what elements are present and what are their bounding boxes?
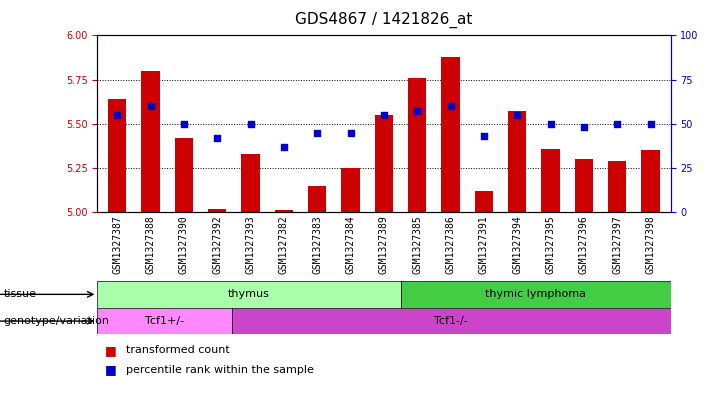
Point	[611, 121, 623, 127]
Text: ■: ■	[105, 363, 116, 376]
Bar	[97, 281, 401, 308]
Text: GSM1327386: GSM1327386	[446, 216, 456, 274]
Text: GSM1327389: GSM1327389	[379, 216, 389, 274]
Bar	[232, 308, 671, 334]
Text: Tcf1+/-: Tcf1+/-	[145, 316, 185, 326]
Bar	[575, 159, 593, 212]
Point	[478, 133, 490, 139]
Text: genotype/variation: genotype/variation	[4, 316, 110, 326]
Point	[545, 121, 557, 127]
Bar	[608, 161, 627, 212]
Text: GSM1327392: GSM1327392	[212, 216, 222, 274]
Bar	[174, 138, 193, 212]
Point	[178, 121, 190, 127]
Text: GSM1327385: GSM1327385	[412, 216, 423, 274]
Text: GSM1327398: GSM1327398	[645, 216, 655, 274]
Point	[245, 121, 257, 127]
Text: GSM1327391: GSM1327391	[479, 216, 489, 274]
Text: GSM1327390: GSM1327390	[179, 216, 189, 274]
Text: tissue: tissue	[4, 289, 37, 299]
Bar	[275, 211, 293, 212]
Text: transformed count: transformed count	[126, 345, 230, 355]
Text: GSM1327382: GSM1327382	[279, 216, 289, 274]
Point	[278, 143, 290, 150]
Text: thymus: thymus	[228, 289, 270, 299]
Point	[345, 129, 356, 136]
Bar	[108, 99, 126, 212]
Text: GSM1327396: GSM1327396	[579, 216, 589, 274]
Bar	[642, 151, 660, 212]
Point	[412, 108, 423, 115]
Bar	[141, 71, 160, 212]
Text: GSM1327393: GSM1327393	[246, 216, 256, 274]
Bar	[408, 78, 426, 212]
Point	[211, 135, 223, 141]
Text: GSM1327388: GSM1327388	[146, 216, 156, 274]
Text: thymic lymphoma: thymic lymphoma	[485, 289, 586, 299]
Text: Tcf1-/-: Tcf1-/-	[435, 316, 468, 326]
Bar	[97, 308, 232, 334]
Bar	[242, 154, 260, 212]
Text: GSM1327394: GSM1327394	[512, 216, 522, 274]
Bar	[474, 191, 493, 212]
Bar	[508, 111, 526, 212]
Text: GSM1327383: GSM1327383	[312, 216, 322, 274]
Text: GDS4867 / 1421826_at: GDS4867 / 1421826_at	[295, 12, 473, 28]
Bar	[308, 185, 327, 212]
Point	[511, 112, 523, 118]
Point	[112, 112, 123, 118]
Bar	[441, 57, 460, 212]
Bar	[375, 115, 393, 212]
Bar	[401, 281, 671, 308]
Point	[311, 129, 323, 136]
Bar	[541, 149, 559, 212]
Point	[645, 121, 656, 127]
Point	[378, 112, 389, 118]
Text: GSM1327395: GSM1327395	[546, 216, 556, 274]
Text: GSM1327397: GSM1327397	[612, 216, 622, 274]
Bar	[208, 209, 226, 212]
Text: ■: ■	[105, 343, 116, 357]
Text: GSM1327387: GSM1327387	[112, 216, 123, 274]
Bar	[342, 168, 360, 212]
Point	[445, 103, 456, 109]
Point	[578, 124, 590, 130]
Text: GSM1327384: GSM1327384	[345, 216, 355, 274]
Point	[145, 103, 156, 109]
Text: percentile rank within the sample: percentile rank within the sample	[126, 365, 314, 375]
